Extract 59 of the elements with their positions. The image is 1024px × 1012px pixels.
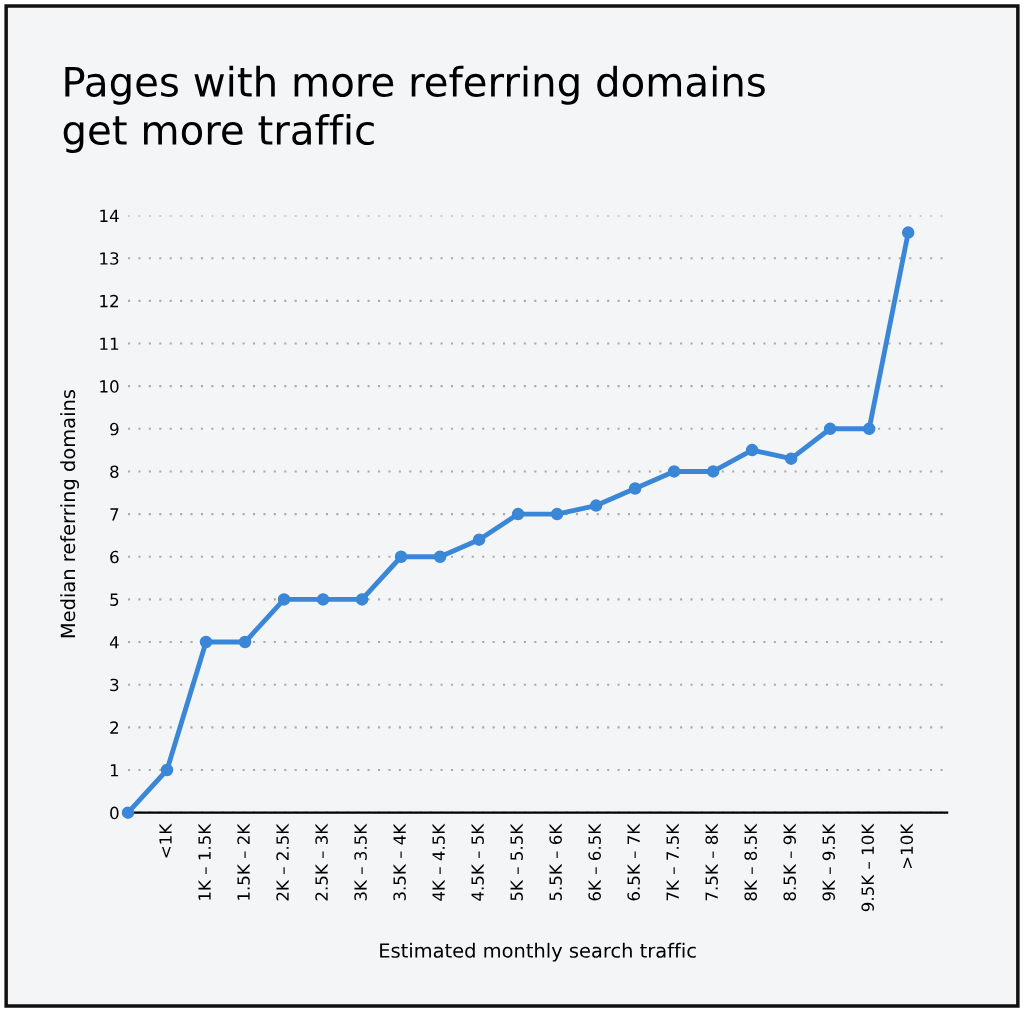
y-axis-title: Median referring domains xyxy=(60,390,80,638)
x-tick-label: 9.5K – 10K xyxy=(861,823,875,912)
x-tick-label: 3K – 3.5K xyxy=(354,823,367,901)
x-tick-label: 2K – 2.5K xyxy=(276,823,289,901)
point xyxy=(316,593,330,606)
y-tick-label: 7 xyxy=(110,508,119,521)
y-tick-label: 12 xyxy=(100,294,118,308)
point xyxy=(277,593,291,606)
point xyxy=(706,465,720,478)
x-tick-label: 5.5K – 6K xyxy=(549,823,562,901)
point xyxy=(745,443,759,457)
x-tick-label: 1.5K – 2K xyxy=(237,823,250,900)
y-tick-label: 10 xyxy=(100,380,119,393)
x-tick-label: 8.5K – 9K xyxy=(783,823,796,901)
point xyxy=(199,635,213,649)
y-tick-label: 13 xyxy=(100,252,119,265)
point xyxy=(121,806,135,819)
point xyxy=(238,635,252,649)
point xyxy=(667,465,681,478)
y-tick-label: 1 xyxy=(110,764,119,777)
y-tick-label: 3 xyxy=(110,678,119,692)
x-tick-label: 4.5K – 5K xyxy=(471,823,484,901)
point xyxy=(784,452,798,465)
point xyxy=(901,226,915,239)
x-tick-label: 4K – 4.5K xyxy=(432,823,445,901)
y-tick-label: 4 xyxy=(109,636,119,649)
y-tick-label: 5 xyxy=(110,593,119,606)
x-tick-label: 5K – 5.5K xyxy=(510,823,523,901)
point xyxy=(472,533,486,546)
y-tick-label: 11 xyxy=(100,337,119,350)
x-tick-label: 1K – 1.5K xyxy=(198,823,211,900)
point xyxy=(160,763,174,777)
point xyxy=(862,422,876,436)
point xyxy=(550,507,564,521)
x-tick-label: 8K – 8.5K xyxy=(744,823,757,901)
x-tick-label: 7K – 7.5K xyxy=(666,823,679,901)
x-tick-label: 7.5K – 8K xyxy=(705,823,718,901)
x-tick-label: <1K xyxy=(159,823,172,858)
y-tick-label: 6 xyxy=(110,550,119,564)
x-tick-label: 2.5K – 3K xyxy=(315,823,328,901)
point xyxy=(589,499,603,512)
x-tick-label: 3.5K – 4K xyxy=(393,823,406,901)
x-axis-title: Estimated monthly search traffic xyxy=(380,942,696,962)
point xyxy=(433,550,447,563)
point xyxy=(355,593,369,606)
y-tick-label: 9 xyxy=(110,422,119,436)
x-tick-label: >10K xyxy=(900,823,914,869)
y-tick-label: 14 xyxy=(100,209,119,222)
y-tick-label: 0 xyxy=(110,806,119,820)
x-tick-label: 6.5K – 7K xyxy=(627,823,640,901)
point xyxy=(628,482,642,495)
x-tick-label: 9K – 9.5K xyxy=(822,823,836,901)
x-tick-label: 6K – 6.5K xyxy=(588,823,601,901)
point xyxy=(394,550,408,563)
y-tick-label: 8 xyxy=(110,465,119,479)
y-tick-label: 2 xyxy=(110,721,118,734)
point xyxy=(823,422,837,436)
chart-title: Pages with more referring domains get more traffic xyxy=(63,65,765,153)
point xyxy=(511,507,525,521)
